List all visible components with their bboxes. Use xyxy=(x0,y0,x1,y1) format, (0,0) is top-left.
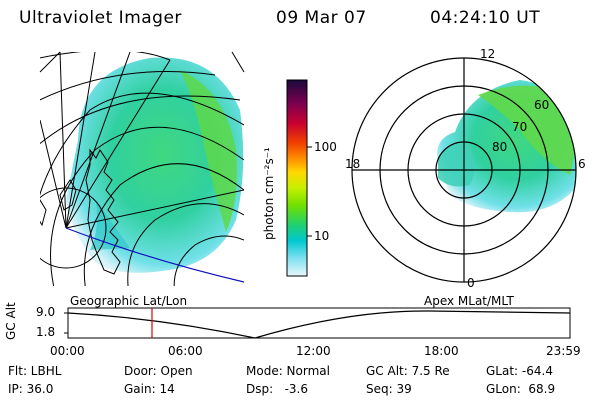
colorbar-gradient xyxy=(286,79,308,277)
altitude-curve xyxy=(67,310,571,339)
info-ip: IP: 36.0 xyxy=(8,382,54,396)
colorbar xyxy=(286,79,312,277)
geographic-image-panel xyxy=(39,51,245,286)
mlat-label-70: 70 xyxy=(512,120,528,134)
polar-plot-panel xyxy=(351,57,577,283)
right-projection-label: Apex MLat/MLT xyxy=(424,294,514,308)
altitude-ytick-1.8: 1.8 xyxy=(36,325,56,339)
time-tick-1800: 18:00 xyxy=(424,344,459,358)
mlt-label-6: 6 xyxy=(578,157,586,171)
mlt-label-0: 0 xyxy=(467,276,475,290)
info-door: Door: Open xyxy=(124,364,193,378)
altitude-plot-frame xyxy=(67,307,571,339)
altitude-ylabel: GC Alt xyxy=(4,302,18,340)
info-glon: GLon: 68.9 xyxy=(486,382,556,396)
time-tick-0600: 06:00 xyxy=(168,344,203,358)
instrument-title: Ultraviolet Imager xyxy=(19,8,182,28)
date-label: 09 Mar 07 xyxy=(276,8,367,28)
mlat-label-60: 60 xyxy=(534,98,550,112)
left-projection-label: Geographic Lat/Lon xyxy=(70,294,188,308)
coastline xyxy=(40,148,121,275)
colorbar-tick-100: 100 xyxy=(314,140,337,154)
mlt-label-12: 12 xyxy=(480,47,496,61)
info-filter: Flt: LBHL xyxy=(8,364,62,378)
time-tick-2359: 23:59 xyxy=(546,344,581,358)
colorbar-tick-10: 10 xyxy=(314,229,330,243)
mlt-label-18: 18 xyxy=(345,157,361,171)
info-gc-alt: GC Alt: 7.5 Re xyxy=(366,364,450,378)
info-gain: Gain: 14 xyxy=(124,382,175,396)
terminator-line xyxy=(65,227,244,283)
info-seq: Seq: 39 xyxy=(366,382,412,396)
info-mode: Mode: Normal xyxy=(246,364,330,378)
mlat-label-80: 80 xyxy=(492,140,508,154)
time-tick-0000: 00:00 xyxy=(50,344,85,358)
altitude-ytick-9: 9.0 xyxy=(36,305,56,319)
colorbar-unit-label: photon cm⁻²s⁻¹ xyxy=(262,147,276,240)
info-dsp: Dsp: -3.6 xyxy=(246,382,309,396)
time-tick-1200: 12:00 xyxy=(296,344,331,358)
time-label: 04:24:10 UT xyxy=(430,8,541,28)
info-glat: GLat: -64.4 xyxy=(486,364,553,378)
altitude-plot xyxy=(64,307,571,339)
